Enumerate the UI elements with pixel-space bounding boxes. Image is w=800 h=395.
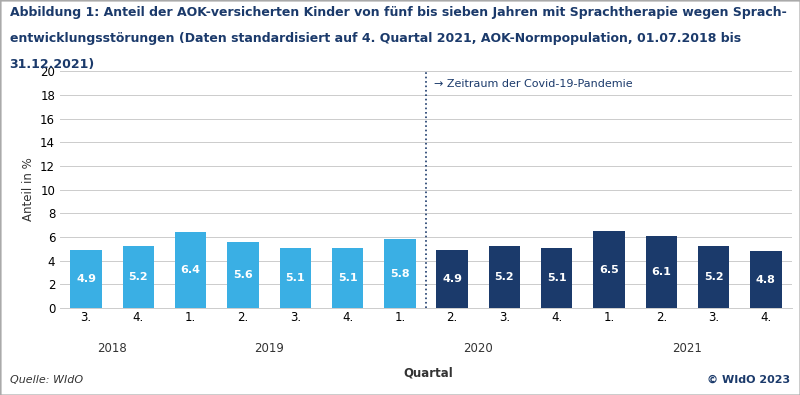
Text: 4.8: 4.8 [756, 275, 776, 285]
Text: 2019: 2019 [254, 342, 284, 355]
Text: Quelle: WIdO: Quelle: WIdO [10, 375, 82, 385]
Bar [122, 246, 154, 308]
Text: entwicklungsstörungen (Daten standardisiert auf 4. Quartal 2021, AOK-Normpopulat: entwicklungsstörungen (Daten standardisi… [10, 32, 741, 45]
Bar [437, 250, 468, 308]
Text: → Zeitraum der Covid-19-Pandemie: → Zeitraum der Covid-19-Pandemie [434, 79, 633, 89]
Text: 5.1: 5.1 [338, 273, 358, 283]
Text: 2018: 2018 [98, 342, 127, 355]
Text: 31.12.2021): 31.12.2021) [10, 58, 95, 71]
Bar [384, 239, 415, 308]
Text: 4.9: 4.9 [76, 274, 96, 284]
Bar [750, 251, 782, 308]
Text: © WIdO 2023: © WIdO 2023 [707, 375, 790, 385]
Text: 5.6: 5.6 [233, 270, 253, 280]
Text: Quartal: Quartal [403, 366, 453, 379]
Y-axis label: Anteil in %: Anteil in % [22, 158, 34, 222]
Text: 5.1: 5.1 [286, 273, 305, 283]
Text: 6.1: 6.1 [651, 267, 671, 277]
Text: 6.5: 6.5 [599, 265, 619, 275]
Text: 5.2: 5.2 [494, 272, 514, 282]
Bar [175, 232, 206, 308]
Bar [489, 246, 520, 308]
Bar [280, 248, 311, 308]
Text: 5.2: 5.2 [129, 272, 148, 282]
Bar [646, 236, 677, 308]
Bar [227, 242, 258, 308]
Bar [70, 250, 102, 308]
Text: 4.9: 4.9 [442, 274, 462, 284]
Text: 5.8: 5.8 [390, 269, 410, 279]
Text: Abbildung 1: Anteil der AOK-versicherten Kinder von fünf bis sieben Jahren mit S: Abbildung 1: Anteil der AOK-versicherten… [10, 6, 786, 19]
Bar [541, 248, 572, 308]
Text: 6.4: 6.4 [181, 265, 201, 275]
Text: 5.2: 5.2 [704, 272, 723, 282]
Bar [332, 248, 363, 308]
Text: 5.1: 5.1 [547, 273, 566, 283]
Text: 2021: 2021 [673, 342, 702, 355]
Bar [594, 231, 625, 308]
Bar [698, 246, 730, 308]
Text: 2020: 2020 [463, 342, 493, 355]
